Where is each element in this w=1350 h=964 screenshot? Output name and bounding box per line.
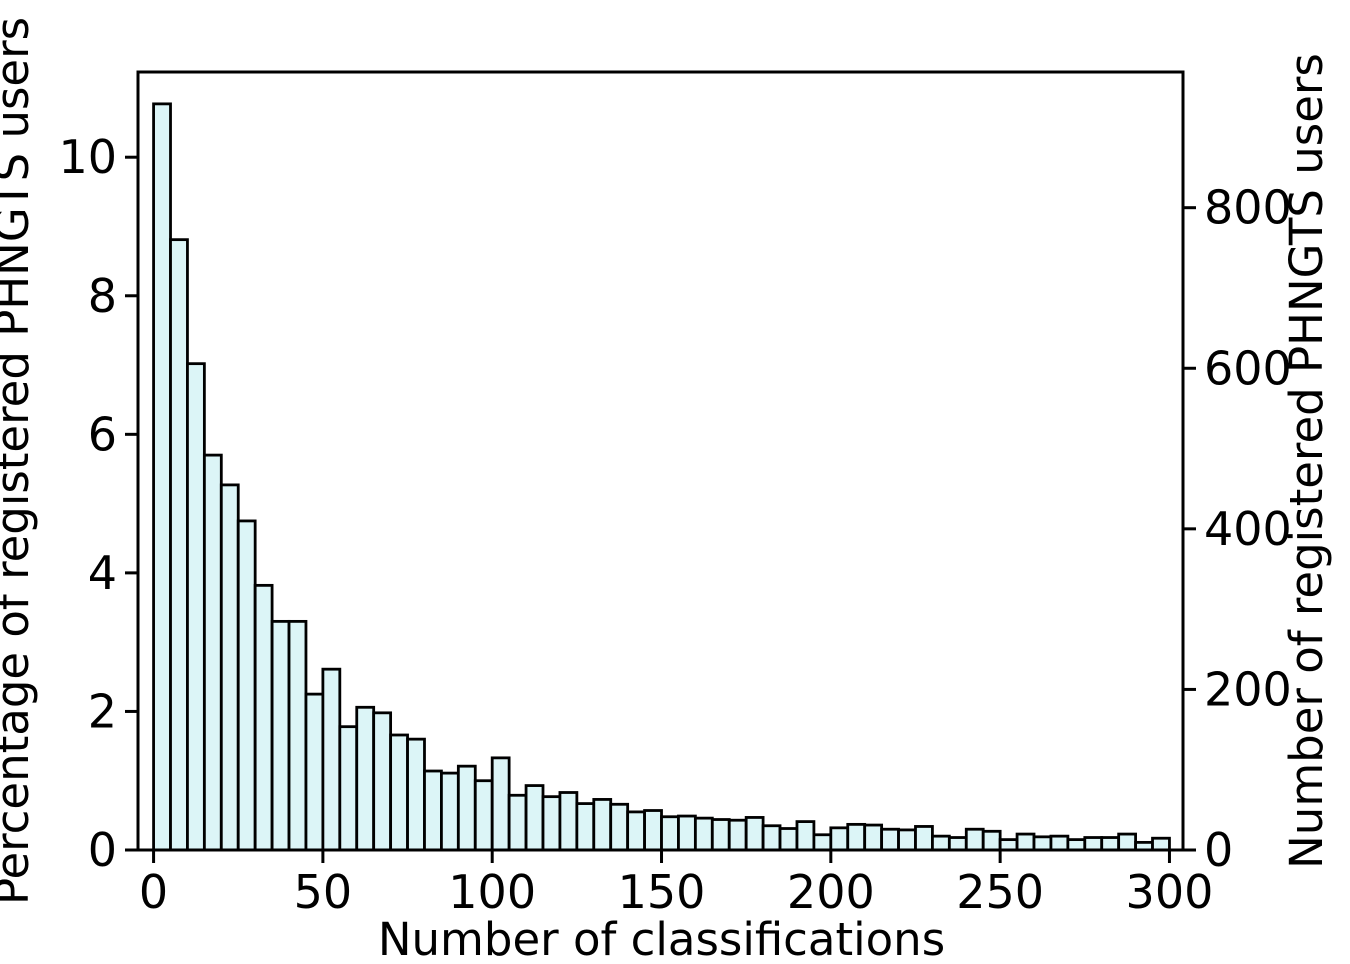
histogram-bar [338, 725, 359, 852]
histogram-bar [778, 827, 799, 852]
histogram-bar [406, 737, 426, 852]
histogram-bar [236, 519, 257, 852]
histogram-bar [914, 825, 934, 852]
histogram-bar [389, 733, 409, 852]
y-left-tick-label: 2 [88, 684, 117, 738]
y-right-tick-label: 400 [1204, 502, 1292, 556]
histogram-bar [372, 711, 393, 852]
histogram-bar [169, 238, 189, 852]
histogram-bar [998, 838, 1019, 852]
histogram-bar [152, 102, 172, 852]
histogram-bar [829, 826, 850, 852]
y-axis-label-left: Percentage of registered PHNGTS users [0, 17, 39, 905]
histogram-bar [964, 827, 985, 852]
x-tick-label: 150 [618, 865, 706, 919]
histogram-bar [660, 815, 680, 852]
histogram-bar [1083, 836, 1104, 852]
y-right-tick-label: 0 [1204, 823, 1233, 877]
x-tick-label: 250 [956, 865, 1044, 919]
histogram-bar [558, 791, 579, 852]
y-left-tick-label: 8 [88, 269, 117, 323]
histogram-bar [355, 705, 376, 852]
histogram-bar [846, 822, 867, 852]
y-right-tick-label: 200 [1204, 662, 1292, 716]
histogram-bar [202, 453, 223, 852]
y-axis-left: 0 2 4 6 8 10 [58, 130, 138, 877]
histogram-bar [270, 619, 291, 852]
histogram-bar [897, 828, 917, 852]
x-tick-label: 300 [1126, 865, 1214, 919]
x-axis-label: Number of classifications [378, 913, 945, 964]
histogram-bar [592, 798, 613, 852]
histogram-bar [1015, 832, 1036, 852]
histogram-bar [287, 619, 308, 852]
y-axis-label-right: Number of registered PHNGTS users [1280, 53, 1333, 869]
histogram-bar [931, 834, 951, 852]
histogram-bar [541, 795, 562, 852]
histogram-bar [710, 818, 731, 852]
histogram-bar [609, 802, 630, 852]
histogram-bar [1066, 838, 1087, 852]
y-right-tick-label: 600 [1204, 341, 1292, 395]
histogram-bar [795, 820, 816, 852]
histogram-bar [253, 583, 274, 852]
histogram-bar [473, 779, 494, 852]
histogram-bar [981, 829, 1002, 852]
x-axis: 0 50 100 150 200 250 300 [139, 850, 1213, 919]
histogram-bar [490, 756, 511, 852]
histogram-bar [304, 692, 325, 852]
histogram-bar [744, 816, 765, 852]
histogram-bar [1100, 836, 1121, 852]
histogram-bar [575, 802, 596, 852]
histogram-bar [423, 769, 443, 852]
histogram-bars [152, 102, 1171, 852]
x-tick-label: 100 [448, 865, 536, 919]
histogram-bar [1151, 836, 1171, 852]
histogram-bar [812, 833, 833, 852]
y-axis-right: 0 200 400 600 800 [1183, 181, 1292, 877]
y-left-tick-label: 10 [58, 130, 117, 184]
histogram-bar [1117, 832, 1137, 852]
histogram-bar [677, 814, 697, 852]
histogram-bar [727, 818, 748, 852]
histogram-bar [1032, 835, 1053, 852]
histogram-bar [880, 827, 900, 852]
histogram-bar [693, 816, 714, 852]
histogram-bar [761, 824, 782, 852]
y-left-tick-label: 6 [88, 407, 117, 461]
histogram-bar [626, 810, 646, 852]
histogram-bar [321, 667, 342, 852]
y-right-tick-label: 800 [1204, 181, 1292, 235]
histogram-bar [456, 764, 477, 852]
histogram-bar [947, 836, 968, 852]
histogram-bar [643, 809, 663, 852]
histogram-bar [440, 771, 460, 852]
histogram-bar [186, 362, 206, 852]
y-left-tick-label: 4 [88, 546, 117, 600]
histogram-bar [863, 823, 884, 852]
histogram-bar [1049, 834, 1070, 852]
histogram-bar [219, 483, 240, 852]
y-left-tick-label: 0 [88, 823, 117, 877]
histogram-bar [507, 793, 528, 852]
x-tick-label: 50 [294, 865, 353, 919]
histogram-bar [524, 784, 545, 852]
x-tick-label: 0 [139, 865, 168, 919]
x-tick-label: 200 [787, 865, 875, 919]
